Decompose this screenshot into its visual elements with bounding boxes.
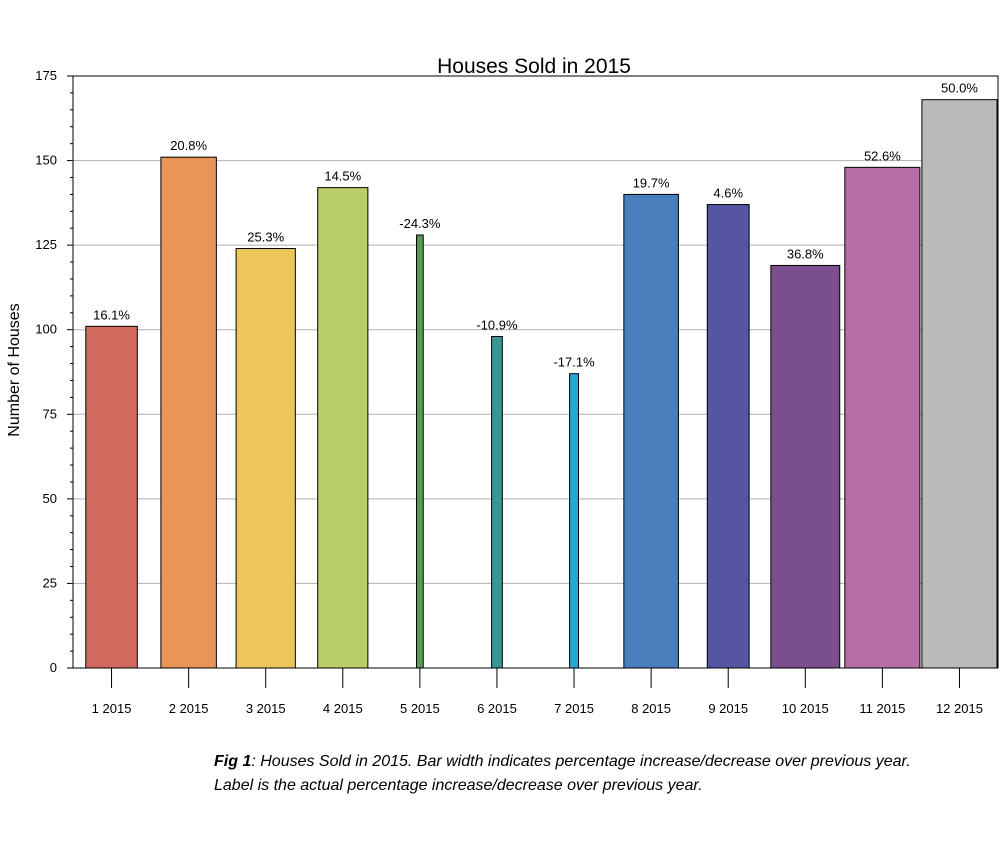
bar xyxy=(921,99,998,669)
x-tick-label: 4 2015 xyxy=(323,701,363,716)
bar-data-label: 4.6% xyxy=(713,186,743,201)
y-tick-label: 125 xyxy=(35,237,57,252)
chart-title: Houses Sold in 2015 xyxy=(437,55,631,78)
bar-data-label: 19.7% xyxy=(633,175,670,190)
figure-caption: Fig 1: Houses Sold in 2015. Bar width in… xyxy=(214,750,914,798)
y-tick-label: 150 xyxy=(35,153,57,168)
bar xyxy=(160,156,217,669)
bar xyxy=(770,264,841,669)
y-axis-label: Number of Houses xyxy=(6,303,23,436)
bar-chart: Houses Sold in 2015 Number of Houses 0 25… xyxy=(6,55,999,716)
bar-data-label: 50.0% xyxy=(941,81,978,96)
y-tick-label: 175 xyxy=(35,68,57,83)
bar-data-label: 16.1% xyxy=(93,307,130,322)
gridlines xyxy=(73,160,998,584)
bar xyxy=(844,166,921,669)
figure-label: Fig 1 xyxy=(214,753,252,770)
y-tick-label: 100 xyxy=(35,322,57,337)
bar-data-label: 14.5% xyxy=(324,169,361,184)
x-tick-label: 10 2015 xyxy=(782,701,829,716)
bar-data-label: 52.6% xyxy=(864,148,901,163)
x-tick-label: 5 2015 xyxy=(400,701,440,716)
bar-data-label: 25.3% xyxy=(247,230,284,245)
x-tick-label: 2 2015 xyxy=(169,701,209,716)
bar xyxy=(235,248,296,669)
bar xyxy=(416,234,424,669)
bar xyxy=(491,335,503,669)
x-axis-ticks: 1 2015 2 2015 3 2015 4 2015 5 2015 6 2015 7 20… xyxy=(92,668,983,716)
y-axis-ticks: 0 25 50 75 100 125 150 175 xyxy=(35,68,73,675)
bars: 16.1% 20.8% 25.3% 14.5% -24.3% -10.9% -17.1% 19… xyxy=(85,81,998,669)
y-tick-label: 0 xyxy=(50,660,57,675)
y-tick-label: 25 xyxy=(43,575,57,590)
bar xyxy=(317,187,369,669)
bar xyxy=(569,373,579,669)
x-tick-label: 1 2015 xyxy=(92,701,132,716)
x-tick-label: 7 2015 xyxy=(554,701,594,716)
bar-data-label: -10.9% xyxy=(476,317,518,332)
bar-data-label: 36.8% xyxy=(787,246,824,261)
y-tick-label: 50 xyxy=(43,491,57,506)
bar xyxy=(85,325,138,669)
x-tick-label: 12 2015 xyxy=(936,701,983,716)
x-tick-label: 9 2015 xyxy=(708,701,748,716)
x-tick-label: 3 2015 xyxy=(246,701,286,716)
x-tick-label: 8 2015 xyxy=(631,701,671,716)
bar xyxy=(623,193,679,669)
bar-data-label: -17.1% xyxy=(553,355,595,370)
y-tick-label: 75 xyxy=(43,406,57,421)
bar xyxy=(706,204,750,669)
x-tick-label: 6 2015 xyxy=(477,701,517,716)
bar-data-label: 20.8% xyxy=(170,138,207,153)
plot-frame xyxy=(72,75,999,669)
bar-data-label: -24.3% xyxy=(399,216,441,231)
caption-text: : Houses Sold in 2015. Bar width indicat… xyxy=(214,753,911,794)
x-tick-label: 11 2015 xyxy=(859,701,905,716)
